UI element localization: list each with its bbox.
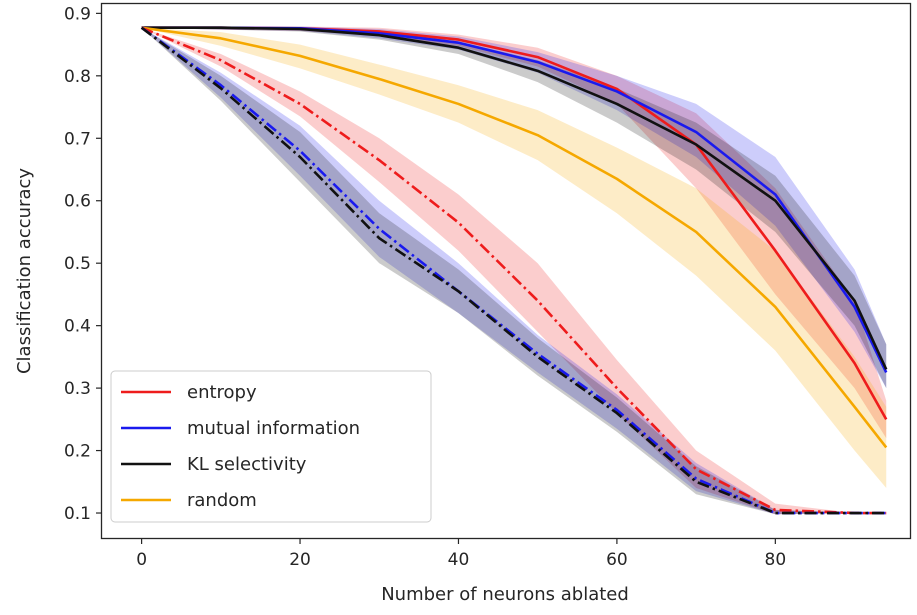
x-tick-label: 60 — [606, 550, 628, 570]
band-mutual-information-solid — [141, 26, 887, 389]
y-tick-label: 0.3 — [64, 379, 91, 399]
band-random-solid — [141, 27, 887, 489]
x-tick-label: 20 — [289, 550, 311, 570]
legend-label-random: random — [187, 490, 257, 511]
x-axis-label: Number of neurons ablated — [381, 584, 629, 605]
y-tick-label: 0.5 — [64, 254, 91, 274]
y-tick-label: 0.2 — [64, 442, 91, 462]
x-tick-label: 80 — [765, 550, 787, 570]
band-kl-selectivity-dashdot — [141, 27, 887, 515]
confidence-bands — [141, 26, 887, 515]
legend: entropy mutual information KL selectivity r… — [110, 370, 432, 523]
legend-label-entropy: entropy — [187, 382, 257, 403]
legend-label-mutual-information: mutual information — [187, 418, 360, 439]
legend-entries: entropy mutual information KL selectivity r… — [121, 382, 360, 511]
band-entropy-dashdot — [141, 27, 887, 515]
plot-frame — [100, 2, 912, 540]
y-tick-label: 0.1 — [64, 504, 91, 524]
series-lines — [140, 26, 888, 515]
y-tick-label: 0.8 — [64, 67, 91, 87]
band-entropy-solid — [141, 26, 887, 439]
y-tick-label: 0.6 — [64, 192, 91, 212]
band-mutual-information-dashdot — [141, 27, 887, 515]
legend-box — [110, 370, 432, 523]
y-tick-label: 0.4 — [64, 317, 91, 337]
line-kl-selectivity-solid — [141, 26, 888, 370]
legend-label-kl-selectivity: KL selectivity — [187, 454, 307, 475]
x-tick-label: 0 — [136, 550, 147, 570]
y-axis-ticks: 0.1 0.2 0.3 0.4 0.5 0.6 0.7 0.8 0.9 — [64, 4, 102, 524]
y-tick-label: 0.9 — [64, 4, 91, 24]
line-entropy-dashdot — [141, 26, 887, 515]
x-tick-label: 40 — [448, 550, 470, 570]
line-mutual-information-dashdot — [140, 26, 887, 515]
y-axis-label: Classification accuracy — [14, 168, 35, 374]
x-axis-ticks: 0 20 40 60 80 — [136, 538, 786, 570]
y-tick-label: 0.7 — [64, 129, 91, 149]
line-random-solid — [141, 26, 888, 449]
